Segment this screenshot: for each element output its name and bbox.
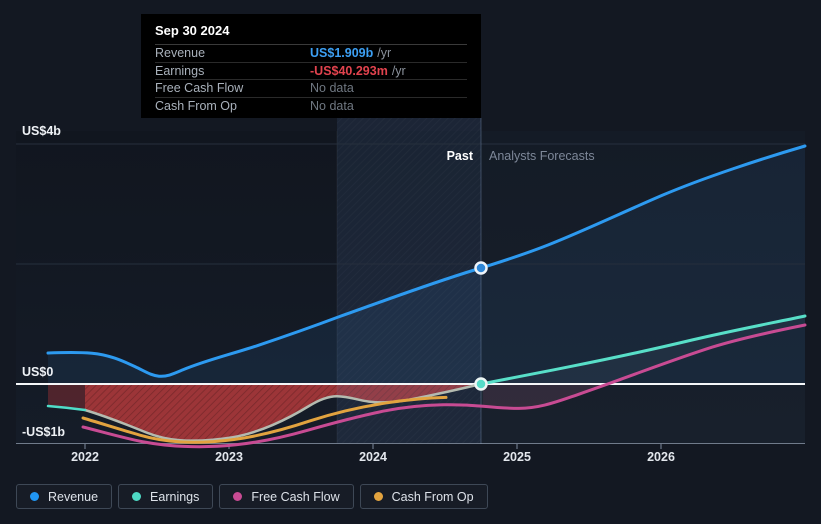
tooltip-row-earnings: Earnings -US$40.293m /yr xyxy=(155,63,467,80)
tooltip-row-cash-from-op: Cash From Op No data xyxy=(155,98,467,116)
legend-item-free-cash-flow[interactable]: Free Cash Flow xyxy=(219,484,354,509)
revenue-line-past xyxy=(46,266,483,378)
negative-earnings-area-early xyxy=(48,384,85,410)
free-cash-flow-line xyxy=(81,323,807,449)
forecast-earnings-fcf-band xyxy=(481,316,805,409)
tooltip-label-free-cash-flow: Free Cash Flow xyxy=(155,81,244,96)
earnings-hover-dot[interactable] xyxy=(474,377,488,391)
y-axis-label-neg1b: -US$1b xyxy=(22,425,66,439)
x-axis-label-2022: 2022 xyxy=(71,450,99,464)
earnings-line-start xyxy=(46,404,87,412)
tooltip-label-cash-from-op: Cash From Op xyxy=(155,99,237,114)
legend-label-earnings: Earnings xyxy=(150,489,200,504)
y-axis-label-0: US$0 xyxy=(22,365,54,379)
free-cash-flow-legend-dot-icon xyxy=(233,492,243,501)
forecast-region-background xyxy=(481,131,805,444)
tooltip-date: Sep 30 2024 xyxy=(155,20,467,45)
legend-item-earnings[interactable]: Earnings xyxy=(118,484,214,509)
tooltip-row-free-cash-flow: Free Cash Flow No data xyxy=(155,80,467,98)
forecast-fcf-negative-sliver xyxy=(483,384,610,409)
tooltip-value-revenue: US$1.909b xyxy=(310,46,374,61)
revenue-hover-dot[interactable] xyxy=(474,261,488,275)
x-axis-label-2026: 2026 xyxy=(647,450,675,464)
tooltip-row-revenue: Revenue US$1.909b /yr xyxy=(155,45,467,63)
x-axis-label-2025: 2025 xyxy=(503,450,531,464)
tooltip-suffix-revenue: /yr xyxy=(377,46,392,61)
hover-tooltip: Sep 30 2024 Revenue US$1.909b /yr Earnin… xyxy=(141,14,481,118)
earnings-line-forecast xyxy=(479,314,807,386)
tooltip-suffix-earnings: /yr xyxy=(391,63,406,78)
tooltip-label-earnings: Earnings xyxy=(155,63,205,78)
cash-from-op-legend-dot-icon xyxy=(373,492,383,501)
revenue-area-forecast xyxy=(481,146,805,384)
revenue-line-forecast xyxy=(479,144,807,270)
legend: Revenue Earnings Free Cash Flow Cash Fro… xyxy=(16,484,488,509)
earnings-legend-dot-icon xyxy=(132,492,142,501)
legend-label-free-cash-flow: Free Cash Flow xyxy=(251,489,340,504)
past-region-label: Past xyxy=(446,149,473,163)
cash-from-op-line xyxy=(81,395,448,444)
tooltip-value-free-cash-flow: No data xyxy=(310,81,354,96)
forecast-region-label: Analysts Forecasts xyxy=(489,149,595,163)
y-axis-label-4b: US$4b xyxy=(22,124,61,138)
legend-item-cash-from-op[interactable]: Cash From Op xyxy=(359,484,488,509)
legend-label-cash-from-op: Cash From Op xyxy=(391,489,474,504)
revenue-legend-dot-icon xyxy=(30,492,39,501)
x-axis-label-2024: 2024 xyxy=(359,450,387,464)
tooltip-value-cash-from-op: No data xyxy=(310,99,354,114)
legend-item-revenue[interactable]: Revenue xyxy=(16,484,113,509)
x-axis-label-2023: 2023 xyxy=(215,450,243,464)
legend-label-revenue: Revenue xyxy=(48,489,99,504)
tooltip-value-earnings: -US$40.293m xyxy=(310,63,388,78)
tooltip-label-revenue: Revenue xyxy=(155,46,206,61)
